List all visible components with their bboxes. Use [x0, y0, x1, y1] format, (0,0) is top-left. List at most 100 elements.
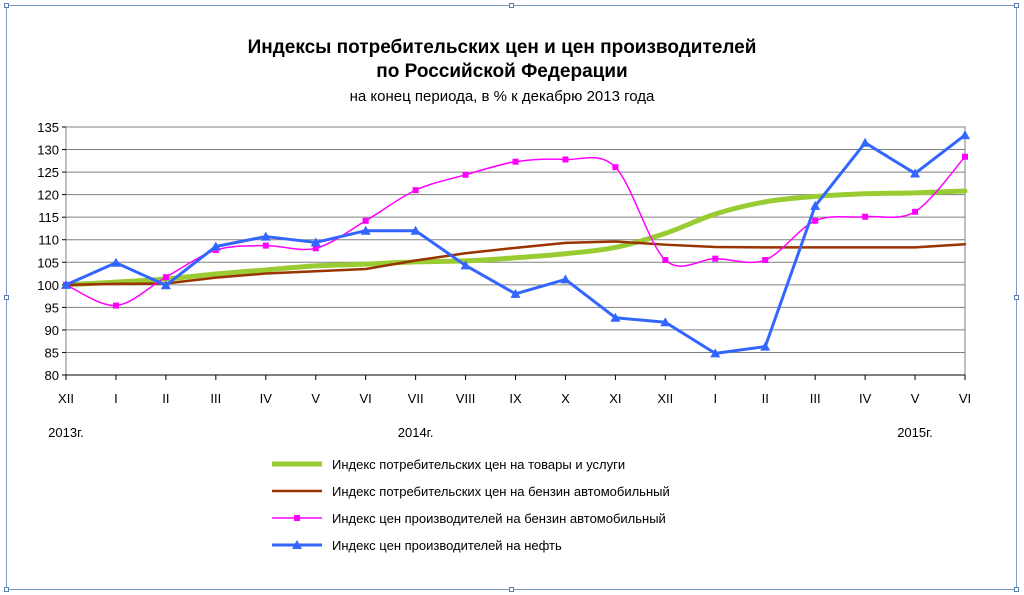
y-tick-label-1: 85: [45, 345, 59, 360]
legend-item-1: Индекс потребительских цен на бензин авт…: [272, 484, 670, 499]
legend-item-2: Индекс цен производителей на бензин авто…: [272, 511, 666, 526]
series-1: [64, 240, 967, 287]
series-3-point-17: [910, 168, 921, 178]
legend-item-3: Индекс цен производителей на нефть: [272, 538, 562, 553]
series-3-point-11: [610, 312, 621, 322]
series-2-point-10: [562, 156, 569, 163]
x-tick-label-2: II: [162, 391, 169, 406]
x-tick-label-14: II: [762, 391, 769, 406]
x-tick-label-7: VII: [408, 391, 424, 406]
x-tick-label-6: VI: [360, 391, 372, 406]
resize-handle-middle-left[interactable]: [4, 295, 9, 300]
series-3-point-14: [760, 341, 771, 351]
x-tick-label-13: I: [713, 391, 717, 406]
y-tick-label-6: 110: [38, 233, 59, 248]
resize-handle-bottom-center[interactable]: [509, 587, 514, 592]
x-tick-label-12: XII: [657, 391, 673, 406]
y-tick-label-4: 100: [37, 278, 59, 293]
chart-subtitle: на конец периода, в % к декабрю 2013 год…: [350, 88, 655, 105]
y-tick-label-10: 130: [37, 143, 59, 158]
series-3-point-2: [160, 280, 171, 290]
x-tick-label-1: I: [114, 391, 118, 406]
resize-handle-top-center[interactable]: [509, 3, 514, 8]
y-axis: 80 85 90 95 100 105 110 115 120 125 130 135: [37, 120, 66, 383]
x-tick-label-16: IV: [859, 391, 872, 406]
series-2-point-9: [512, 158, 519, 165]
y-tick-label-9: 125: [37, 165, 59, 180]
x-tick-label-18: VI: [959, 391, 971, 406]
year-label-0: 2013г.: [48, 425, 84, 440]
x-tick-label-10: X: [561, 391, 570, 406]
series-2-point-2: [162, 274, 169, 281]
series-1-line: [64, 240, 967, 287]
series-3-point-1: [110, 257, 121, 267]
legend-label-1: Индекс потребительских цен на бензин авт…: [332, 484, 670, 499]
series-2-point-15: [812, 217, 819, 224]
series-3-point-15: [810, 200, 821, 210]
series-3-point-18: [960, 130, 970, 140]
series-2-point-13: [712, 255, 719, 262]
y-tick-label-8: 120: [37, 188, 59, 203]
y-tick-label-0: 80: [45, 368, 59, 383]
legend-label-0: Индекс потребительских цен на товары и у…: [332, 457, 625, 472]
legend: Индекс потребительских цен на товары и у…: [272, 457, 670, 553]
y-tick-label-2: 90: [45, 323, 59, 338]
series-3-point-12: [660, 317, 671, 327]
x-tick-label-15: III: [810, 391, 821, 406]
series-2-point-16: [862, 213, 869, 220]
series-2-point-1: [112, 302, 119, 309]
series-3-point-6: [360, 225, 371, 235]
series-3-point-16: [860, 137, 871, 147]
legend-item-0: Индекс потребительских цен на товары и у…: [272, 457, 625, 472]
y-tick-label-11: 135: [37, 120, 59, 135]
series-3-point-8: [460, 260, 471, 270]
resize-handle-middle-right[interactable]: [1014, 295, 1019, 300]
chart-title-line2: по Российской Федерации: [376, 61, 627, 82]
series-0-line: [63, 188, 968, 288]
y-tick-label-3: 95: [45, 300, 59, 315]
x-tick-label-3: III: [210, 391, 221, 406]
resize-handle-top-left[interactable]: [4, 3, 9, 8]
chart-title: Индексы потребительских цен и цен произв…: [248, 37, 757, 58]
series-3-point-0: [61, 279, 71, 289]
legend-label-2: Индекс цен производителей на бензин авто…: [332, 511, 666, 526]
series-0: [63, 188, 968, 288]
resize-handle-bottom-left[interactable]: [4, 587, 9, 592]
series-3-point-10: [560, 274, 571, 284]
x-tick-label-11: XI: [609, 391, 621, 406]
series-group: [61, 130, 970, 358]
x-tick-label-4: IV: [260, 391, 273, 406]
series-3-point-9: [510, 288, 521, 298]
legend-marker-2: [294, 515, 300, 521]
grid-lines: [66, 149, 965, 353]
series-2-point-5: [312, 245, 319, 252]
legend-label-3: Индекс цен производителей на нефть: [332, 538, 562, 553]
series-2-point-6: [362, 217, 369, 224]
series-2-point-4: [262, 242, 269, 249]
x-tick-label-17: V: [911, 391, 920, 406]
series-2-point-17: [912, 208, 919, 215]
series-3-point-3: [210, 241, 221, 251]
series-3-point-7: [410, 225, 421, 235]
resize-handle-top-right[interactable]: [1014, 3, 1019, 8]
series-3-point-13: [710, 348, 721, 358]
year-label-1: 2014г.: [398, 425, 434, 440]
x-tick-label-8: VIII: [456, 391, 476, 406]
y-tick-label-7: 115: [38, 210, 59, 225]
series-3-point-5: [310, 237, 321, 247]
year-label-2: 2015г.: [897, 425, 933, 440]
x-axis: XII I II III IV V VI VII VIII IX X XI XII I II III IV V VI…: [48, 374, 971, 440]
series-3-point-4: [260, 231, 271, 241]
series-2-point-18: [962, 153, 968, 160]
x-tick-label-0: XII: [58, 391, 74, 406]
y-tick-label-5: 105: [37, 255, 59, 270]
series-2-point-7: [412, 187, 419, 194]
series-3: [61, 130, 970, 358]
x-tick-label-5: V: [311, 391, 320, 406]
x-tick-label-9: IX: [509, 391, 522, 406]
legend-marker-3: [292, 540, 302, 549]
series-2-point-8: [462, 171, 469, 178]
resize-handle-bottom-right[interactable]: [1014, 587, 1019, 592]
series-2-point-14: [762, 257, 769, 264]
